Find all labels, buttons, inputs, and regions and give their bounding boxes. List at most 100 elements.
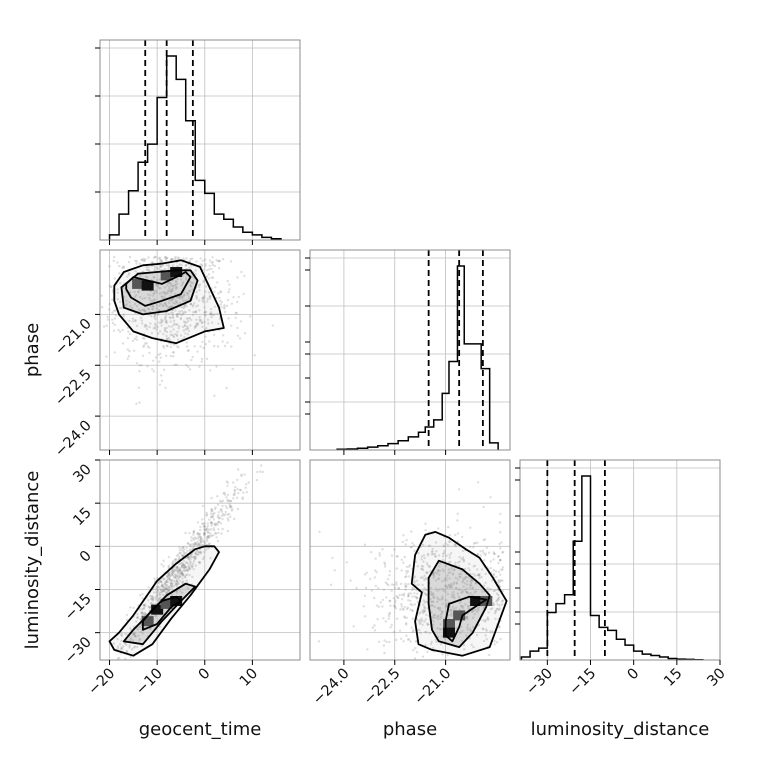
sample-point xyxy=(467,605,470,608)
sample-point xyxy=(201,297,205,300)
sample-point xyxy=(181,563,185,567)
sample-point xyxy=(176,330,179,334)
sample-point xyxy=(436,615,440,618)
sample-point xyxy=(191,556,194,559)
sample-point xyxy=(411,617,414,620)
sample-point xyxy=(160,584,163,588)
sample-point xyxy=(462,607,465,610)
sample-point xyxy=(196,323,200,326)
sample-point xyxy=(184,565,188,569)
sample-point xyxy=(469,580,472,583)
sample-point xyxy=(185,341,188,344)
sample-point xyxy=(152,327,155,330)
sample-point xyxy=(180,547,183,550)
sample-point xyxy=(408,564,412,567)
sample-point xyxy=(477,574,481,577)
sample-point xyxy=(494,589,497,592)
sample-point xyxy=(217,531,220,535)
sample-point xyxy=(166,344,169,348)
sample-point xyxy=(165,580,168,583)
sample-point xyxy=(415,596,418,600)
sample-point xyxy=(422,599,425,602)
sample-point xyxy=(181,573,185,576)
sample-point xyxy=(183,310,186,314)
sample-point xyxy=(149,298,152,302)
sample-point xyxy=(215,536,218,539)
sample-point xyxy=(165,588,168,591)
sample-point xyxy=(228,504,232,508)
sample-point xyxy=(165,575,169,579)
sample-point xyxy=(149,304,152,308)
sample-point xyxy=(182,569,186,572)
sample-point xyxy=(162,332,165,336)
sample-point xyxy=(179,568,182,572)
sample-point xyxy=(111,298,114,301)
sample-point xyxy=(413,549,416,552)
sample-point xyxy=(177,256,181,260)
sample-point xyxy=(136,615,139,618)
sample-point xyxy=(206,528,209,532)
sample-point xyxy=(193,541,196,545)
sample-point xyxy=(203,533,206,536)
sample-point xyxy=(220,514,223,518)
sample-point xyxy=(407,593,410,596)
sample-point xyxy=(438,569,442,573)
sample-point xyxy=(497,593,500,597)
sample-point xyxy=(443,545,446,548)
ytick-label-luminosity_distance: 15 xyxy=(70,505,94,529)
ylabel-phase: phase xyxy=(22,323,43,377)
sample-point xyxy=(195,541,198,545)
sample-point xyxy=(175,579,178,583)
sample-point xyxy=(141,632,145,635)
sample-point xyxy=(164,293,167,296)
sample-point xyxy=(415,640,418,643)
sample-point xyxy=(411,630,414,633)
sample-point xyxy=(174,309,177,312)
sample-point xyxy=(420,558,423,561)
sample-point xyxy=(164,581,168,584)
ytick-label-luminosity_distance: 0 xyxy=(77,548,95,566)
sample-point xyxy=(500,603,504,606)
sample-point xyxy=(153,313,157,316)
sample-point xyxy=(153,289,156,293)
sample-point xyxy=(125,643,128,647)
sample-point xyxy=(163,267,167,271)
sample-point xyxy=(142,607,146,610)
sample-point xyxy=(198,544,201,548)
sample-point xyxy=(219,290,222,294)
density-peak-cell xyxy=(132,278,145,289)
sample-point xyxy=(155,284,158,287)
sample-point xyxy=(197,532,200,536)
sample-point xyxy=(497,608,501,612)
sample-point xyxy=(447,561,451,564)
sample-point xyxy=(192,538,196,542)
sample-point xyxy=(171,315,174,318)
sample-point xyxy=(467,604,470,608)
sample-point xyxy=(244,486,247,489)
sample-point xyxy=(177,582,180,585)
sample-point xyxy=(185,573,189,576)
sample-point xyxy=(398,629,402,632)
sample-point xyxy=(211,270,215,274)
sample-point xyxy=(180,264,183,267)
sample-point xyxy=(239,489,242,492)
sample-point xyxy=(142,612,145,616)
sample-point xyxy=(232,296,235,299)
sample-point xyxy=(418,618,421,622)
sample-point xyxy=(183,321,187,324)
sample-point xyxy=(446,592,450,596)
sample-point xyxy=(136,616,139,620)
sample-point xyxy=(452,582,455,586)
ytick-label-luminosity_distance: −15 xyxy=(62,591,95,624)
sample-point xyxy=(223,493,227,496)
sample-point xyxy=(183,552,186,555)
sample-point xyxy=(220,306,223,309)
sample-point xyxy=(204,335,207,338)
sample-point xyxy=(187,565,190,568)
sample-point xyxy=(189,543,192,546)
sample-point xyxy=(465,591,468,594)
sample-point xyxy=(402,594,405,597)
sample-point xyxy=(106,318,110,321)
sample-point xyxy=(449,586,452,589)
xtick-label-geocent_time: 10 xyxy=(237,666,261,690)
